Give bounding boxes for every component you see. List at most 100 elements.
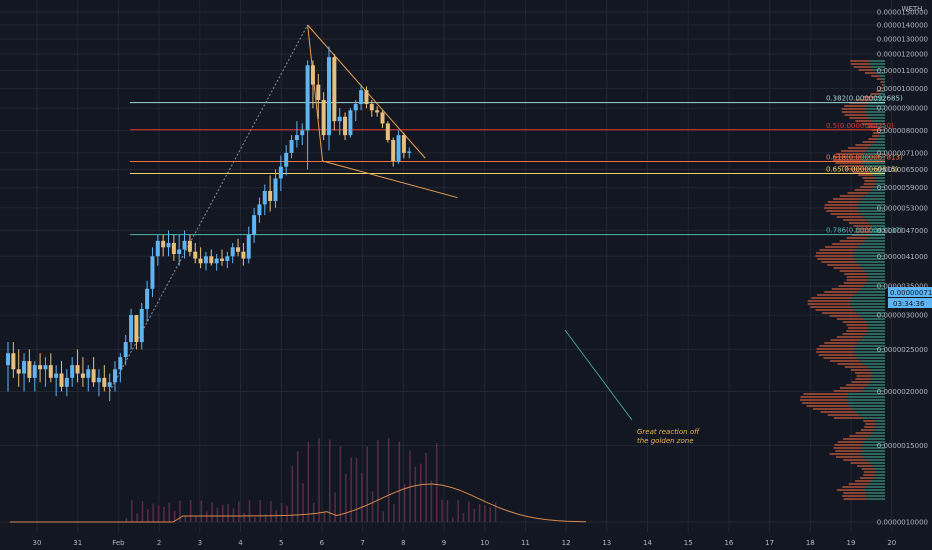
- vp-bar-buy: [874, 177, 885, 179]
- vp-bar-buy: [862, 417, 885, 419]
- vp-bar-sell: [864, 72, 876, 74]
- price-tick-label: 0.0000090000: [877, 105, 928, 113]
- vp-bar-buy: [866, 105, 885, 107]
- vp-bar-buy: [861, 288, 885, 290]
- vp-bar-buy: [871, 228, 885, 230]
- vp-bar-sell: [824, 204, 858, 206]
- vp-bar-buy: [866, 273, 885, 275]
- vp-bar-sell: [807, 300, 851, 302]
- volume-bar: [200, 500, 203, 522]
- vp-bar-buy: [873, 69, 885, 71]
- vp-bar-sell: [817, 258, 855, 260]
- volume-bar: [232, 508, 235, 522]
- volume-bar: [414, 466, 417, 522]
- trendline-drawings[interactable]: [109, 24, 633, 421]
- vp-bar-sell: [825, 246, 859, 248]
- vp-bar-sell: [826, 210, 859, 212]
- vp-bar-buy: [871, 189, 885, 191]
- volume-bar: [131, 500, 133, 522]
- vp-bar-buy: [872, 465, 885, 467]
- volume-bar: [254, 517, 256, 522]
- vp-bar-sell: [846, 279, 868, 281]
- vp-bar-buy: [871, 99, 885, 101]
- vp-bar-buy: [850, 300, 885, 302]
- candle-body: [262, 190, 267, 205]
- vp-bar-sell: [800, 396, 847, 398]
- vp-bar-buy: [874, 123, 885, 125]
- vp-bar-sell: [852, 171, 871, 173]
- vp-bar-sell: [858, 69, 874, 71]
- vp-bar-buy: [857, 357, 885, 359]
- vp-bar-buy: [857, 342, 885, 344]
- volume-bars: [10, 438, 587, 523]
- grid: [0, 0, 893, 532]
- vp-bar-sell: [853, 66, 871, 68]
- time-tick-label: 16: [724, 539, 733, 547]
- vp-bar-sell: [832, 243, 862, 245]
- vp-bar-sell: [844, 105, 867, 107]
- vp-bar-buy: [881, 78, 885, 80]
- time-tick-label: 30: [33, 539, 42, 547]
- vp-bar-sell: [861, 123, 875, 125]
- vp-bar-buy: [875, 72, 885, 74]
- vp-bar-sell: [844, 273, 867, 275]
- vp-bar-sell: [810, 306, 852, 308]
- vp-bar-sell: [847, 192, 869, 194]
- vp-bar-sell: [827, 264, 860, 266]
- time-tick-label: 8: [401, 539, 405, 547]
- annotation[interactable]: Great reaction off the golden zone: [637, 428, 700, 445]
- volume-bar: [377, 439, 379, 522]
- candle-body: [214, 258, 219, 264]
- vp-bar-sell: [816, 351, 855, 353]
- vp-bar-buy: [867, 168, 885, 170]
- vp-bar-sell: [873, 132, 880, 134]
- volume-bar: [179, 500, 181, 522]
- volume-bar: [494, 502, 497, 522]
- vp-bar-buy: [863, 216, 885, 218]
- volume-bar: [136, 513, 138, 522]
- price-tick-label: 0.0000140000: [877, 21, 928, 29]
- time-tick-label: 2: [157, 539, 161, 547]
- vp-bar-buy: [875, 180, 885, 182]
- vp-bar-buy: [878, 75, 885, 77]
- candle-body: [177, 249, 182, 254]
- candle-body: [86, 369, 91, 378]
- vp-bar-buy: [860, 360, 885, 362]
- time-tick-label: 10: [480, 539, 489, 547]
- vp-bar-buy: [872, 174, 885, 176]
- price-axis[interactable]: 0.0000150000 0.0000140000 0.0000130000 0.00…: [877, 9, 928, 527]
- vp-bar-sell: [843, 498, 867, 500]
- vp-bar-buy: [865, 333, 885, 335]
- vp-bar-buy: [865, 111, 885, 113]
- volume-bar: [371, 491, 374, 522]
- vp-bar-sell: [827, 201, 860, 203]
- candle-body: [380, 112, 385, 124]
- vp-bar-buy: [857, 291, 885, 293]
- candle-body: [284, 152, 289, 167]
- vp-bar-buy: [854, 294, 885, 296]
- candle-body: [64, 377, 69, 387]
- vp-bar-sell: [847, 147, 869, 149]
- vp-bar-sell: [831, 288, 862, 290]
- volume-bar: [296, 450, 299, 522]
- price-tick-label: 0.0000041000: [877, 253, 928, 261]
- candle-body: [193, 251, 198, 259]
- fib-retracement[interactable]: 0.382(0.0000092685) 0.5(0.0000080250) 0.61…: [130, 95, 903, 236]
- vp-bar-buy: [867, 279, 885, 281]
- vp-bar-sell: [850, 63, 870, 65]
- vp-bar-buy: [873, 477, 885, 479]
- candle-body: [113, 369, 117, 383]
- vp-bar-sell: [858, 174, 873, 176]
- annotation-line1: Great reaction off: [637, 428, 700, 436]
- time-axis[interactable]: 30 31 Feb 2 3 4 5 6 7 8 9 10 11 12 13 14 15 16 17 18 19 20: [33, 539, 897, 547]
- time-tick-label: 6: [320, 539, 325, 547]
- fib-level-label: 0.65(0.0000060615): [826, 166, 899, 174]
- candle-body: [123, 342, 128, 358]
- vp-bar-sell: [801, 402, 848, 404]
- candle-body: [273, 178, 278, 201]
- last-price-badge: 0.00000071512: [888, 287, 932, 297]
- time-tick-label: 3: [198, 539, 202, 547]
- volume-bar: [323, 512, 326, 522]
- vp-bar-buy: [877, 126, 885, 128]
